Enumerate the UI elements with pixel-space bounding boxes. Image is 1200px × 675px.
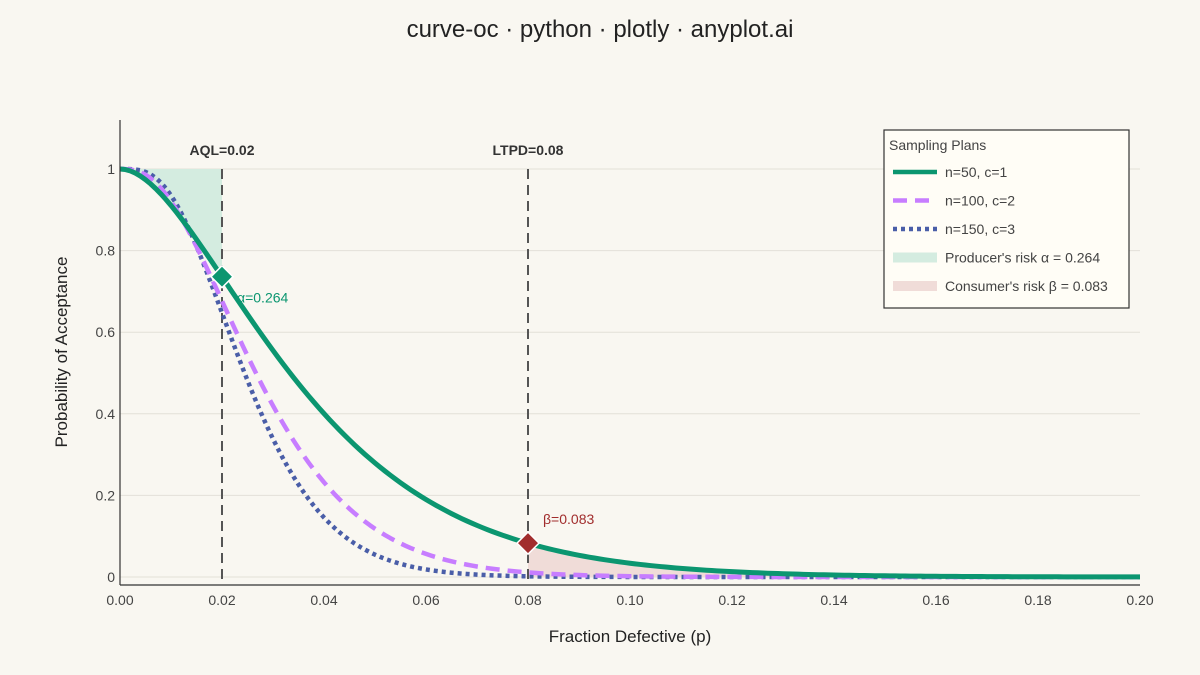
- risk-marker: [209, 264, 235, 289]
- legend-swatch: [893, 252, 937, 263]
- x-tick-label: 0.18: [1024, 592, 1051, 608]
- x-tick-label: 0.04: [310, 592, 337, 608]
- x-tick-label: 0.10: [616, 592, 643, 608]
- legend-box: [883, 129, 1130, 309]
- risk-annotation-label: α=0.264: [237, 290, 289, 306]
- chart-title: curve-oc · python · plotly · anyplot.ai: [407, 16, 794, 43]
- legend-item-label: n=100, c=2: [945, 193, 1015, 209]
- x-tick-label: 0.02: [208, 592, 235, 608]
- legend-title: Sampling Plans: [889, 137, 986, 153]
- legend-item-label: Consumer's risk β = 0.083: [945, 278, 1108, 294]
- y-tick-label: 0: [107, 569, 115, 585]
- reference-line-label: LTPD=0.08: [493, 142, 564, 158]
- axes: 0 0.2 0.4 0.6 0.8 1 0.00 0.02 0.04 0.06 0.08 0.10 0.…: [96, 120, 1154, 608]
- x-axis-title: Fraction Defective (p): [549, 627, 712, 646]
- risk-markers: α=0.264 β=0.083: [209, 264, 594, 556]
- y-tick-label: 0.8: [96, 243, 116, 259]
- y-tick-label: 0.4: [96, 406, 116, 422]
- legend-item-label: n=50, c=1: [945, 164, 1007, 180]
- x-tick-label: 0.12: [718, 592, 745, 608]
- reference-lines: AQL=0.02 LTPD=0.08: [190, 142, 564, 585]
- legend-swatch: [893, 281, 937, 291]
- legend: Sampling Plans n=50, c=1 n=100, c=2 n=150,…: [883, 129, 1130, 309]
- y-tick-label: 1: [107, 161, 115, 177]
- x-tick-label: 0.00: [106, 592, 133, 608]
- x-tick-label: 0.08: [514, 592, 541, 608]
- x-tick-label: 0.20: [1126, 592, 1153, 608]
- legend-item-label: Producer's risk α = 0.264: [945, 250, 1100, 266]
- x-tick-label: 0.16: [922, 592, 949, 608]
- y-axis-title: Probability of Acceptance: [52, 257, 71, 448]
- risk-marker: [515, 531, 541, 556]
- legend-item-label: n=150, c=3: [945, 221, 1015, 237]
- x-tick-label: 0.14: [820, 592, 847, 608]
- y-tick-label: 0.6: [96, 324, 116, 340]
- reference-line-label: AQL=0.02: [190, 142, 255, 158]
- x-tick-label: 0.06: [412, 592, 439, 608]
- series-line: [119, 166, 1140, 580]
- risk-annotation-label: β=0.083: [543, 511, 594, 527]
- producers-risk-area: [120, 169, 222, 277]
- y-tick-label: 0.2: [96, 487, 116, 503]
- series-lines: [119, 166, 1140, 580]
